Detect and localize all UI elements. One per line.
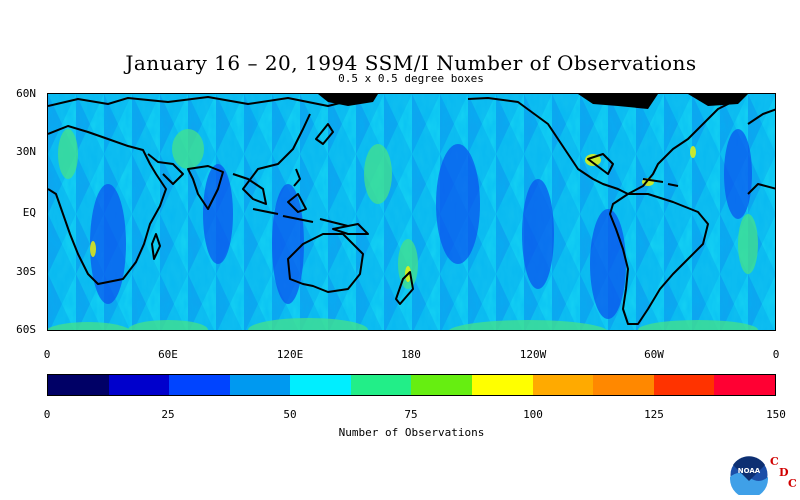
chart-subtitle: 0.5 x 0.5 degree boxes (338, 72, 484, 85)
colorbar-swatch-5 (350, 375, 412, 395)
cdc-letter-3: C (788, 477, 797, 490)
noaa-logo-icon: NOAA (729, 455, 769, 495)
lat-label-30s: 30S (16, 265, 36, 278)
colorbar-swatch-1 (108, 375, 170, 395)
lat-label-60n: 60N (16, 87, 36, 100)
lat-label-30n: 30N (16, 145, 36, 158)
colorbar (47, 374, 776, 396)
lat-label-60s: 60S (16, 323, 36, 336)
cdc-letter-2: D (779, 466, 789, 479)
lon-label-0-west: 0 (43, 348, 51, 361)
map-svg (48, 94, 775, 330)
chart-title: January 16 – 20, 1994 SSM/I Number of Ob… (125, 51, 697, 75)
noaa-text: NOAA (738, 467, 761, 475)
lon-label-180: 180 (401, 348, 421, 361)
colorbar-swatch-11 (714, 375, 775, 395)
colorbar-swatch-7 (472, 375, 533, 395)
colorbar-tick-75: 75 (404, 408, 418, 421)
lon-label-60w: 60W (644, 348, 664, 361)
cdc-letter-1: C (770, 455, 779, 468)
colorbar-tick-50: 50 (283, 408, 297, 421)
low-count-swaths (90, 129, 752, 319)
colorbar-swatch-9 (593, 375, 654, 395)
colorbar-swatch-8 (532, 375, 594, 395)
colorbar-swatch-4 (290, 375, 351, 395)
high-count-patches (48, 129, 758, 330)
coastlines (48, 95, 775, 325)
colorbar-tick-100: 100 (523, 408, 543, 421)
lon-label-0-east: 0 (772, 348, 780, 361)
lon-label-120e: 120E (276, 348, 304, 361)
colorbar-tick-125: 125 (644, 408, 664, 421)
colorbar-swatch-2 (169, 375, 230, 395)
colorbar-title: Number of Observations (338, 426, 485, 439)
colorbar-tick-0: 0 (43, 408, 51, 421)
lat-label-eq: EQ (22, 206, 36, 219)
lon-label-120w: 120W (519, 348, 547, 361)
colorbar-swatch-10 (653, 375, 715, 395)
lon-label-60e: 60E (158, 348, 178, 361)
colorbar-swatch-3 (229, 375, 291, 395)
colorbar-tick-25: 25 (161, 408, 175, 421)
arctic-land (318, 94, 748, 109)
colorbar-swatch-6 (411, 375, 473, 395)
colorbar-tick-150: 150 (766, 408, 786, 421)
colorbar-swatch-0 (48, 375, 109, 395)
observation-map (47, 93, 776, 331)
